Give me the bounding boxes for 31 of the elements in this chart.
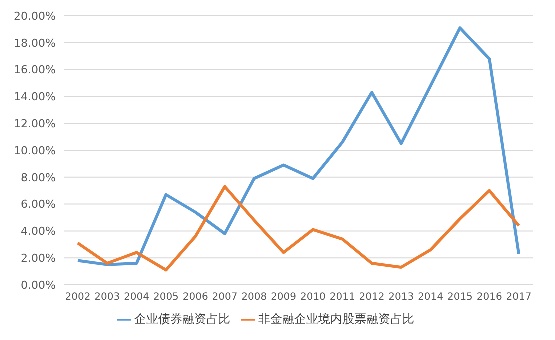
legend-label: 非金融企业境内股票融资占比 — [258, 312, 414, 326]
x-tick-label: 2005 — [153, 292, 179, 304]
x-tick-label: 2007 — [212, 292, 238, 304]
x-tick-label: 2009 — [271, 292, 297, 304]
x-tick-label: 2008 — [242, 292, 268, 304]
x-tick-label: 2010 — [300, 292, 326, 304]
y-tick-label: 10.00% — [14, 144, 56, 158]
legend-label: 企业债券融资占比 — [134, 312, 230, 326]
line-series — [76, 26, 520, 266]
x-tick-label: 2014 — [418, 292, 444, 304]
y-tick-label: 2.00% — [21, 252, 56, 266]
x-tick-label: 2003 — [94, 292, 120, 304]
x-tick-label: 2017 — [506, 292, 532, 304]
x-tick-label: 2004 — [124, 292, 150, 304]
y-tick-label: 20.00% — [14, 10, 56, 23]
x-tick-label: 2016 — [476, 292, 502, 304]
x-tick-label: 2002 — [65, 292, 91, 304]
y-tick-label: 6.00% — [21, 198, 56, 212]
line-series — [76, 185, 520, 272]
x-tick-label: 2006 — [182, 292, 208, 304]
y-tick-label: 14.00% — [14, 90, 56, 104]
y-tick-label: 8.00% — [21, 171, 56, 184]
y-tick-label: 4.00% — [21, 225, 56, 238]
x-tick-label: 2013 — [388, 292, 414, 304]
x-tick-label: 2012 — [359, 292, 385, 304]
y-tick-label: 18.00% — [14, 36, 56, 50]
x-tick-label: 2015 — [447, 292, 473, 304]
y-tick-label: 12.00% — [14, 118, 56, 131]
y-tick-label: 16.00% — [14, 64, 56, 77]
x-tick-label: 2011 — [330, 292, 356, 304]
y-tick-label: 0.00% — [21, 278, 56, 292]
